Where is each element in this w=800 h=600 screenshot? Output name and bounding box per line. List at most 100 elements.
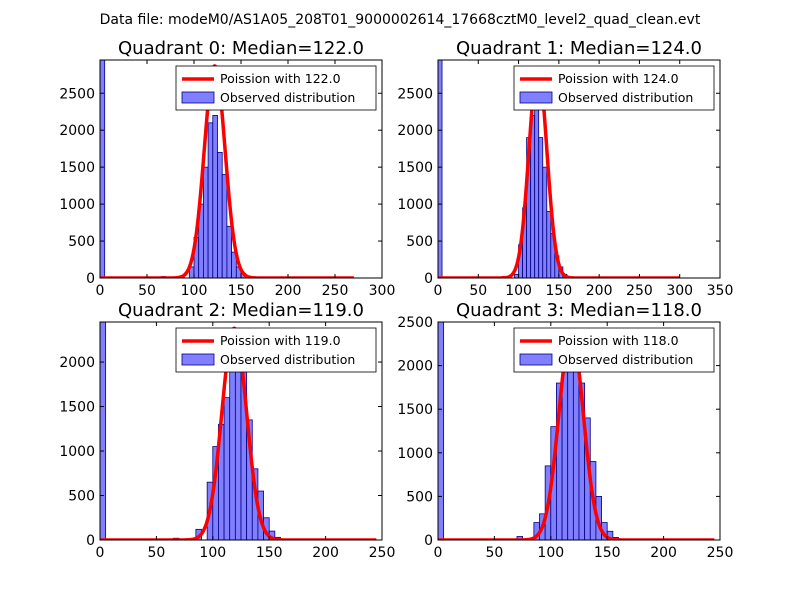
histogram-bar [572,369,580,540]
histogram-bar [567,347,574,540]
x-tick-label: 50 [469,283,487,299]
histogram-bar [514,273,519,278]
panel-title: Quadrant 1: Median=124.0 [456,38,702,59]
subplot-quadrant-0: 0 50 100 150 200 250 300 0 500 1000 1500 2000 2500 Qu… [59,38,395,299]
y-tick-label: 0 [86,271,95,287]
x-tick-label: 150 [256,545,283,561]
x-tick-label: 300 [369,283,396,299]
legend: Poission with 124.0 Observed distribution [513,65,715,111]
x-tick-label: 50 [147,545,165,561]
y-tick-label: 500 [406,234,433,250]
x-tick-label: 300 [666,283,693,299]
y-tick-label: 1000 [397,446,433,462]
histogram-bar [226,225,232,278]
legend-hist-swatch [181,353,215,366]
x-tick-label: 100 [505,283,532,299]
y-tick-label: 2500 [397,86,433,102]
legend-hist-swatch [519,353,553,366]
y-tick-label: 500 [68,489,95,505]
histogram-bar [221,174,228,278]
y-tick-label: 1500 [397,160,433,176]
x-tick-label: 200 [275,283,302,299]
panel-title: Quadrant 0: Median=122.0 [118,38,364,59]
y-tick-label: 0 [86,533,95,549]
histogram-bar [100,322,107,540]
x-tick-label: 250 [322,283,349,299]
y-tick-label: 2000 [59,123,95,139]
plot-marks [438,60,682,278]
x-tick-label: 50 [138,283,156,299]
poisson-fit-line [100,64,356,278]
histogram-bar [212,115,218,278]
legend: Poission with 119.0 Observed distribution [175,327,377,373]
histogram-bar [438,322,445,540]
x-tick-label: 0 [434,545,443,561]
x-tick-label: 100 [199,545,226,561]
y-tick-label: 2500 [59,86,95,102]
histogram-bar [207,122,214,278]
x-tick-label: 100 [537,545,564,561]
x-tick-label: 150 [228,283,255,299]
histogram-bar [534,92,540,278]
y-tick-label: 2000 [59,355,95,371]
x-tick-label: 200 [650,545,677,561]
y-tick-label: 1500 [397,402,433,418]
histogram-bar [542,166,548,278]
legend-hist-label: Observed distribution [220,90,355,105]
legend-fit-label: Poission with 124.0 [558,71,679,86]
legend-hist-label: Observed distribution [558,90,693,105]
x-tick-label: 150 [545,283,572,299]
axes-frame [99,321,383,541]
x-tick-label: 0 [96,283,105,299]
panel-title: Quadrant 3: Median=118.0 [456,300,702,321]
y-tick-label: 2000 [397,359,433,375]
histogram-bar [100,60,106,278]
histogram-bar [546,211,552,278]
histogram-bar [538,137,544,278]
legend: Poission with 122.0 Observed distribution [175,65,377,111]
x-tick-label: 50 [485,545,503,561]
histogram-bar [223,397,231,540]
subplot-quadrant-3: 0 50 100 150 200 25005001000150020002500Quadr… [397,300,733,561]
legend-fit-label: Poission with 119.0 [220,333,341,348]
y-tick-label: 0 [424,271,433,287]
subplot-quadrant-2: 0 50 100 150 200 250 0 500 1000 1500 2000 Quadrant … [59,300,395,561]
poisson-fit-line [438,65,682,278]
subplot-quadrant-1: 0 50 100 150 200 250 300 350 0 500 1000 1500 2000 250… [397,38,733,299]
figure-title: Data file: modeM0/AS1A05_208T01_90000026… [100,12,701,28]
x-tick-label: 100 [181,283,208,299]
legend-hist-swatch [181,91,215,104]
histogram-bar [438,60,443,278]
x-tick-label: 250 [707,545,734,561]
x-tick-label: 350 [707,283,734,299]
x-tick-label: 0 [434,283,443,299]
axes-frame [437,59,721,279]
y-tick-label: 1000 [59,197,95,213]
y-tick-label: 500 [406,489,433,505]
histogram-bar [561,365,569,540]
legend-hist-label: Observed distribution [558,352,693,367]
x-tick-label: 250 [369,545,396,561]
axes-frame [437,321,721,541]
x-tick-label: 200 [312,545,339,561]
y-tick-label: 1000 [397,197,433,213]
x-tick-label: 0 [96,545,105,561]
y-tick-label: 1500 [59,400,95,416]
legend-hist-swatch [519,91,553,104]
y-tick-label: 2000 [397,123,433,139]
plot-marks [100,322,378,540]
legend: Poission with 118.0 Observed distribution [513,327,715,373]
y-tick-label: 1500 [59,160,95,176]
legend-fit-label: Poission with 122.0 [220,71,341,86]
y-tick-label: 2500 [397,315,433,331]
histogram-bar [217,151,223,278]
y-tick-label: 1000 [59,444,95,460]
legend-fit-label: Poission with 118.0 [558,333,679,348]
histogram-bar [229,366,236,540]
subplot-grid: 0 50 100 150 200 250 30005001000150020002500Qu… [59,38,733,561]
x-tick-label: 200 [586,283,613,299]
x-tick-label: 250 [626,283,653,299]
x-tick-label: 150 [594,545,621,561]
histogram-bar [202,166,209,278]
